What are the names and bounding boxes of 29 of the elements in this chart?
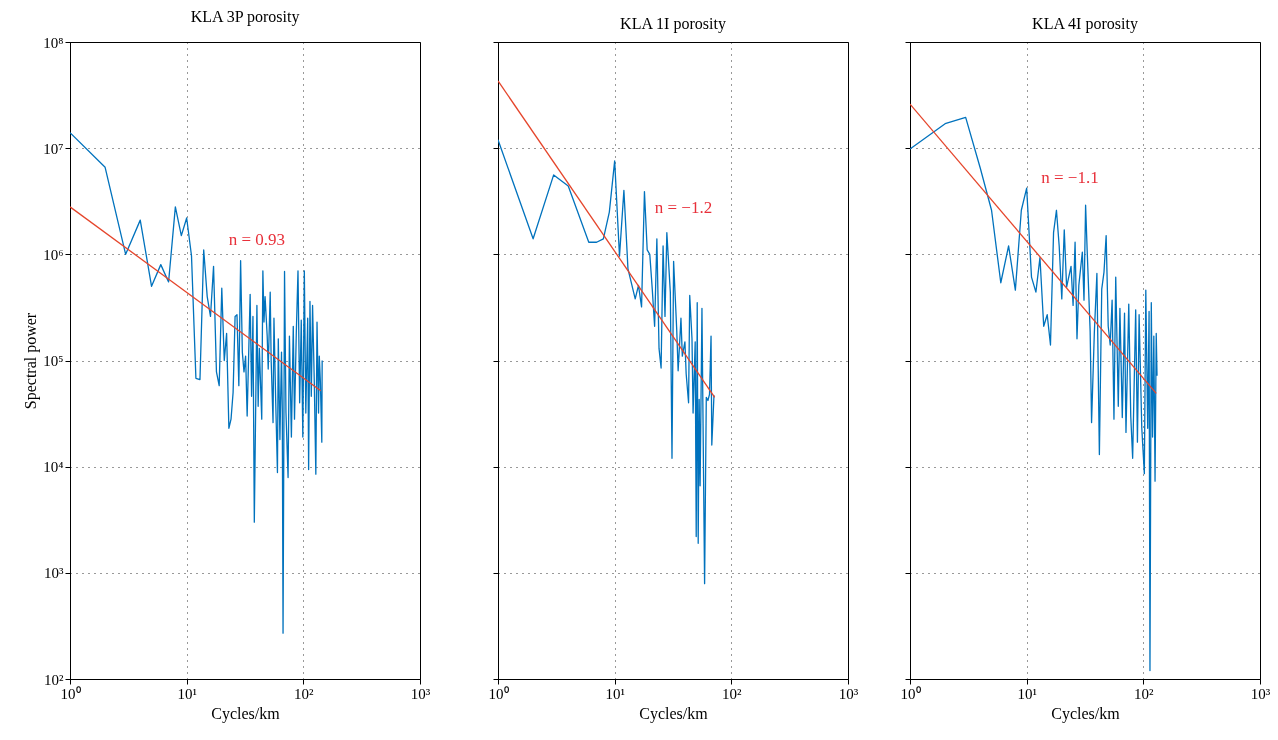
x-tick-label: 10⁰: [488, 685, 509, 702]
x-tick-label: 10²: [1134, 685, 1155, 702]
y-axis-title: Spectral power: [22, 312, 41, 410]
x-tick-label: 10¹: [605, 685, 625, 702]
annotation: n = 0.93: [228, 230, 286, 250]
y-tick-label: 10⁷: [43, 140, 64, 157]
x-tick-label: 10²: [294, 685, 315, 702]
y-tick-label: 10⁶: [43, 246, 64, 263]
x-tick-label: 10³: [410, 685, 431, 702]
annotation: n = −1.1: [1041, 168, 1099, 188]
chart-title: KLA 1I porosity: [620, 14, 726, 33]
x-tick-label: 10²: [722, 685, 743, 702]
annotation: n = −1.2: [654, 198, 713, 218]
x-axis-title: Cycles/km: [1051, 704, 1121, 723]
x-tick-label: 10³: [838, 685, 859, 702]
chart-title: KLA 4I porosity: [1032, 14, 1138, 33]
y-tick-label: 10⁸: [43, 34, 64, 51]
x-tick-label: 10¹: [1017, 685, 1037, 702]
x-tick-label: 10⁰: [900, 685, 921, 702]
x-axis-title: Cycles/km: [639, 704, 709, 723]
y-tick-label: 10⁵: [43, 353, 64, 369]
y-tick-label: 10²: [44, 671, 64, 688]
y-tick-label: 10³: [44, 565, 64, 582]
y-tick-label: 10⁴: [43, 459, 64, 476]
x-tick-label: 10¹: [177, 685, 197, 702]
chart-title: KLA 3P porosity: [190, 8, 300, 26]
x-tick-label: 10³: [1250, 685, 1271, 702]
x-axis-title: Cycles/km: [211, 704, 281, 723]
x-tick-label: 10⁰: [60, 685, 81, 702]
